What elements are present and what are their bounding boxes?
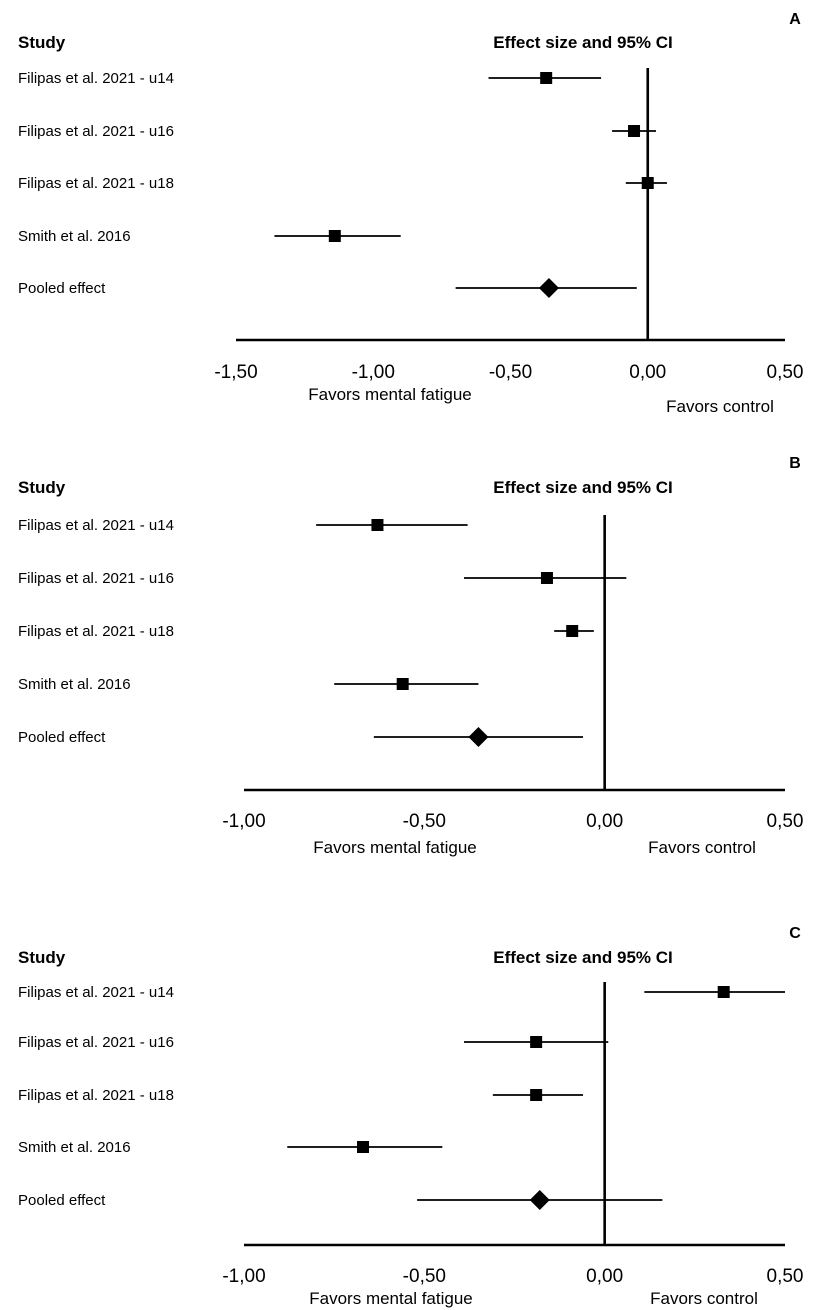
panel-a-study-header: Study <box>18 33 66 52</box>
panel-a-tick-label: -1,50 <box>214 362 257 383</box>
panel-b-letter: B <box>789 455 801 472</box>
panel-c-tick-label: -1,00 <box>222 1266 265 1287</box>
panel-a-letter: A <box>789 11 801 28</box>
panel-b-filipas-et-al-2021-u18-square-marker <box>566 625 579 637</box>
panel-a-smith-et-al-2016-label: Smith et al. 2016 <box>18 228 131 245</box>
panel-c-tick-label: -0,50 <box>403 1266 446 1287</box>
panel-c-favors-right: Favors control <box>650 1289 758 1308</box>
panel-c-tick-label: 0,00 <box>586 1266 623 1287</box>
panel-c-filipas-et-al-2021-u14-label: Filipas et al. 2021 - u14 <box>18 984 174 1001</box>
panel-a-pooled-effect-label: Pooled effect <box>18 280 106 297</box>
panel-c-pooled-effect-diamond-marker <box>529 1190 550 1210</box>
panel-c-filipas-et-al-2021-u14-square-marker <box>717 986 730 998</box>
panel-b-tick-label: -0,50 <box>403 811 446 832</box>
panel-c-favors-left: Favors mental fatigue <box>309 1289 472 1308</box>
panel-c-filipas-et-al-2021-u18-label: Filipas et al. 2021 - u18 <box>18 1087 174 1104</box>
panel-a-effect-header: Effect size and 95% CI <box>493 33 673 52</box>
panel-a-tick-label: -0,50 <box>489 362 532 383</box>
panel-c-filipas-et-al-2021-u18-square-marker <box>530 1089 543 1101</box>
panel-b-study-header: Study <box>18 478 66 497</box>
panel-c-study-header: Study <box>18 948 66 967</box>
panel-c-smith-et-al-2016-square-marker <box>357 1141 370 1153</box>
panel-b-tick-label: 0,00 <box>586 811 623 832</box>
panel-b-filipas-et-al-2021-u16-label: Filipas et al. 2021 - u16 <box>18 570 174 587</box>
panel-a-favors-left: Favors mental fatigue <box>308 385 471 404</box>
panel-c-tick-label: 0,50 <box>767 1266 804 1287</box>
panel-c-letter: C <box>789 925 801 942</box>
panel-b-favors-left: Favors mental fatigue <box>313 838 476 857</box>
panel-b-favors-right: Favors control <box>648 838 756 857</box>
panel-a-tick-label: 0,50 <box>767 362 804 383</box>
panel-a-filipas-et-al-2021-u18-label: Filipas et al. 2021 - u18 <box>18 175 174 192</box>
panel-b-filipas-et-al-2021-u16-square-marker <box>540 572 553 584</box>
panel-b-smith-et-al-2016-square-marker <box>396 678 409 690</box>
panel-c-smith-et-al-2016-label: Smith et al. 2016 <box>18 1139 131 1156</box>
panel-a-smith-et-al-2016-square-marker <box>328 230 341 242</box>
panel-c-effect-header: Effect size and 95% CI <box>493 948 673 967</box>
panel-a-filipas-et-al-2021-u16-label: Filipas et al. 2021 - u16 <box>18 123 174 140</box>
panel-a-tick-label: -1,00 <box>352 362 395 383</box>
panel-b-pooled-effect-diamond-marker <box>468 727 489 747</box>
panel-c-pooled-effect-label: Pooled effect <box>18 1192 106 1209</box>
panel-b-filipas-et-al-2021-u18-label: Filipas et al. 2021 - u18 <box>18 623 174 640</box>
panel-a-filipas-et-al-2021-u16-square-marker <box>628 125 641 137</box>
panel-a-tick-label: 0,00 <box>629 362 666 383</box>
panel-b-filipas-et-al-2021-u14-label: Filipas et al. 2021 - u14 <box>18 517 174 534</box>
panel-b-tick-label: 0,50 <box>767 811 804 832</box>
panel-b-effect-header: Effect size and 95% CI <box>493 478 673 497</box>
panel-c-filipas-et-al-2021-u16-label: Filipas et al. 2021 - u16 <box>18 1034 174 1051</box>
panel-b-filipas-et-al-2021-u14-square-marker <box>371 519 384 531</box>
panel-b-pooled-effect-label: Pooled effect <box>18 729 106 746</box>
panel-a-pooled-effect-diamond-marker <box>538 278 559 298</box>
panel-b-tick-label: -1,00 <box>222 811 265 832</box>
panel-a-filipas-et-al-2021-u14-square-marker <box>540 72 553 84</box>
panel-c-filipas-et-al-2021-u16-square-marker <box>530 1036 543 1048</box>
panel-a-filipas-et-al-2021-u14-label: Filipas et al. 2021 - u14 <box>18 70 174 87</box>
panel-a-favors-right: Favors control <box>666 397 774 416</box>
panel-b-smith-et-al-2016-label: Smith et al. 2016 <box>18 676 131 693</box>
